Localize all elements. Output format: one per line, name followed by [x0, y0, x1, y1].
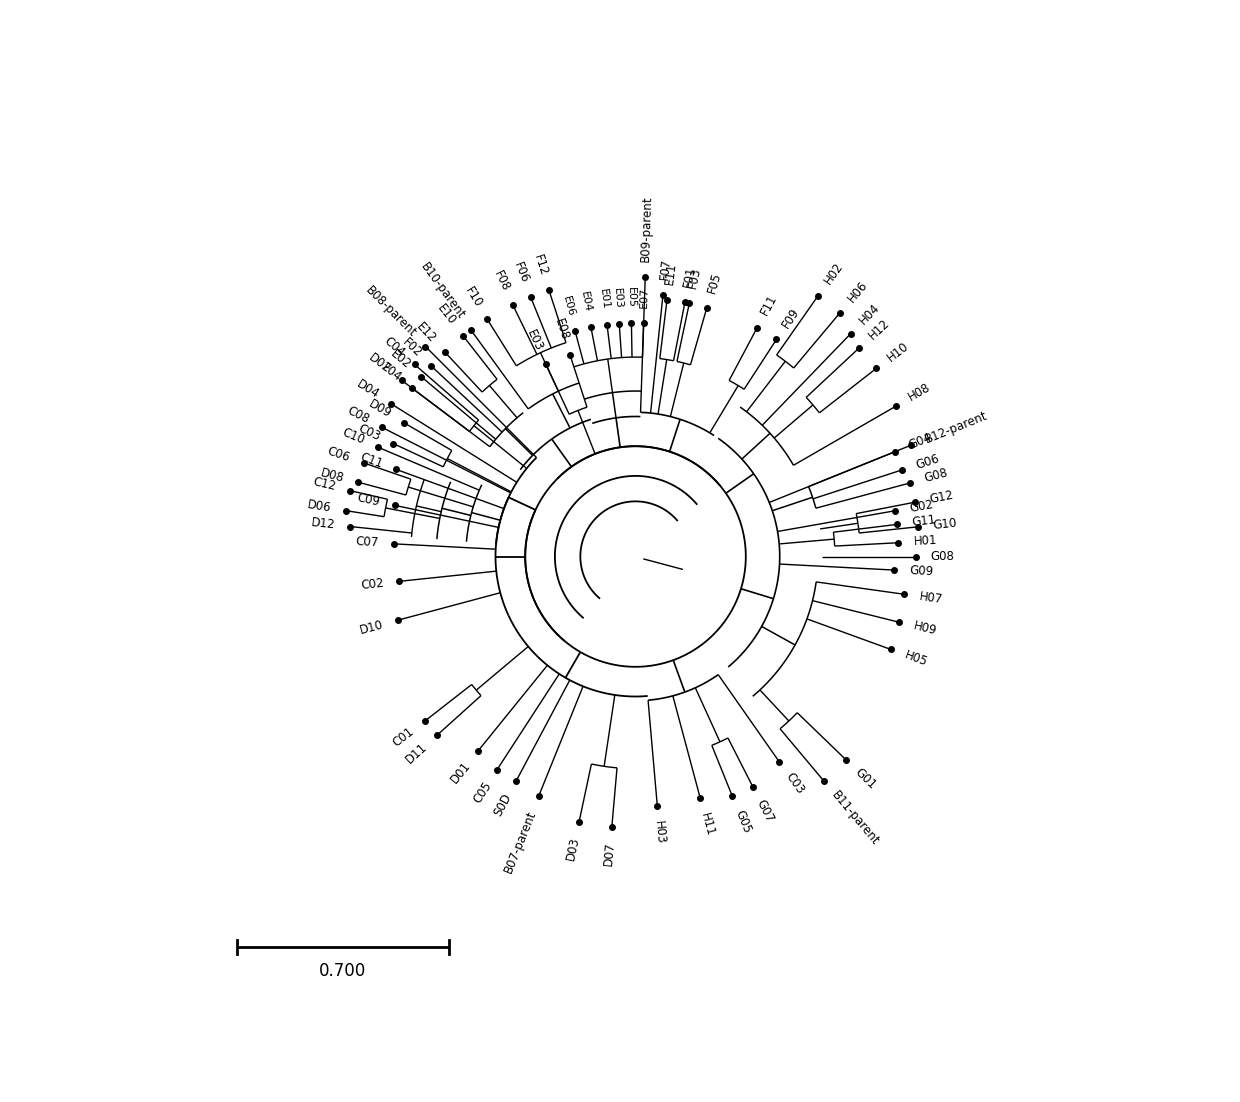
Text: G08: G08	[923, 466, 950, 485]
Text: S0D: S0D	[492, 791, 515, 819]
Text: D10: D10	[358, 618, 384, 637]
Text: C10: C10	[340, 426, 366, 447]
Text: F02: F02	[399, 336, 424, 360]
Text: F04: F04	[378, 360, 403, 383]
Text: C02: C02	[361, 576, 384, 592]
Text: G06: G06	[914, 452, 941, 472]
Text: F07: F07	[658, 258, 673, 280]
Text: C06: C06	[326, 444, 352, 464]
Text: G11: G11	[911, 514, 936, 529]
Text: B12-parent: B12-parent	[923, 409, 990, 445]
Text: C09: C09	[356, 491, 381, 508]
Text: C08: C08	[345, 404, 372, 426]
Text: H08: H08	[906, 381, 934, 404]
Text: F03: F03	[686, 267, 703, 290]
Text: E12: E12	[414, 320, 439, 345]
Text: D08: D08	[319, 466, 346, 485]
Text: F05: F05	[704, 271, 723, 295]
Text: H12: H12	[866, 316, 892, 343]
Text: F11: F11	[759, 292, 780, 317]
Text: F10: F10	[463, 284, 485, 310]
Text: B07-parent: B07-parent	[502, 808, 539, 875]
Text: H05: H05	[903, 648, 929, 669]
Text: 0.700: 0.700	[319, 962, 366, 980]
Text: E02: E02	[388, 347, 413, 371]
Text: C12: C12	[311, 476, 337, 494]
Text: E10: E10	[435, 302, 459, 327]
Text: G04: G04	[906, 431, 934, 452]
Text: C05: C05	[470, 779, 494, 806]
Text: G02: G02	[909, 498, 935, 515]
Text: H04: H04	[857, 301, 883, 327]
Text: C03: C03	[356, 421, 382, 443]
Text: E03: E03	[611, 288, 624, 309]
Text: C07: C07	[356, 536, 379, 550]
Text: G05: G05	[732, 808, 753, 835]
Text: D11: D11	[403, 741, 430, 767]
Text: F01: F01	[682, 266, 698, 289]
Text: B08-parent: B08-parent	[363, 284, 419, 341]
Text: G12: G12	[929, 488, 955, 506]
Text: H06: H06	[844, 279, 870, 305]
Text: D02: D02	[367, 352, 393, 376]
Text: G09: G09	[909, 564, 934, 579]
Text: G10: G10	[932, 516, 959, 531]
Text: C04: C04	[382, 334, 407, 359]
Text: D07: D07	[601, 842, 618, 866]
Text: H03: H03	[652, 821, 667, 845]
Text: D03: D03	[564, 835, 583, 862]
Text: E03: E03	[525, 327, 546, 353]
Text: F09: F09	[779, 305, 802, 331]
Text: D04: D04	[355, 377, 382, 401]
Text: B10-parent: B10-parent	[418, 260, 467, 322]
Text: E11: E11	[662, 261, 678, 285]
Text: H09: H09	[913, 619, 939, 638]
Text: H01: H01	[913, 534, 937, 549]
Text: D01: D01	[448, 759, 474, 786]
Text: F12: F12	[532, 253, 551, 278]
Text: C11: C11	[358, 450, 384, 471]
Text: H10: H10	[884, 339, 911, 364]
Text: B11-parent: B11-parent	[828, 788, 882, 847]
Text: E01: E01	[598, 289, 610, 311]
Text: F08: F08	[491, 269, 512, 294]
Text: G07: G07	[754, 798, 776, 825]
Text: H02: H02	[821, 260, 846, 287]
Text: G08: G08	[931, 550, 955, 563]
Text: D06: D06	[306, 498, 332, 515]
Text: E07: E07	[639, 287, 650, 309]
Text: G01: G01	[853, 766, 879, 792]
Text: E05: E05	[626, 287, 636, 309]
Text: C03: C03	[782, 770, 806, 797]
Text: H11: H11	[698, 811, 717, 838]
Text: C01: C01	[391, 725, 417, 749]
Text: F06: F06	[511, 260, 531, 285]
Text: B09-parent: B09-parent	[640, 195, 655, 261]
Text: H07: H07	[919, 590, 944, 606]
Text: E08: E08	[552, 317, 572, 343]
Text: E06: E06	[560, 294, 577, 317]
Text: D12: D12	[310, 516, 336, 531]
Text: D09: D09	[367, 398, 394, 421]
Text: E04: E04	[579, 291, 593, 313]
